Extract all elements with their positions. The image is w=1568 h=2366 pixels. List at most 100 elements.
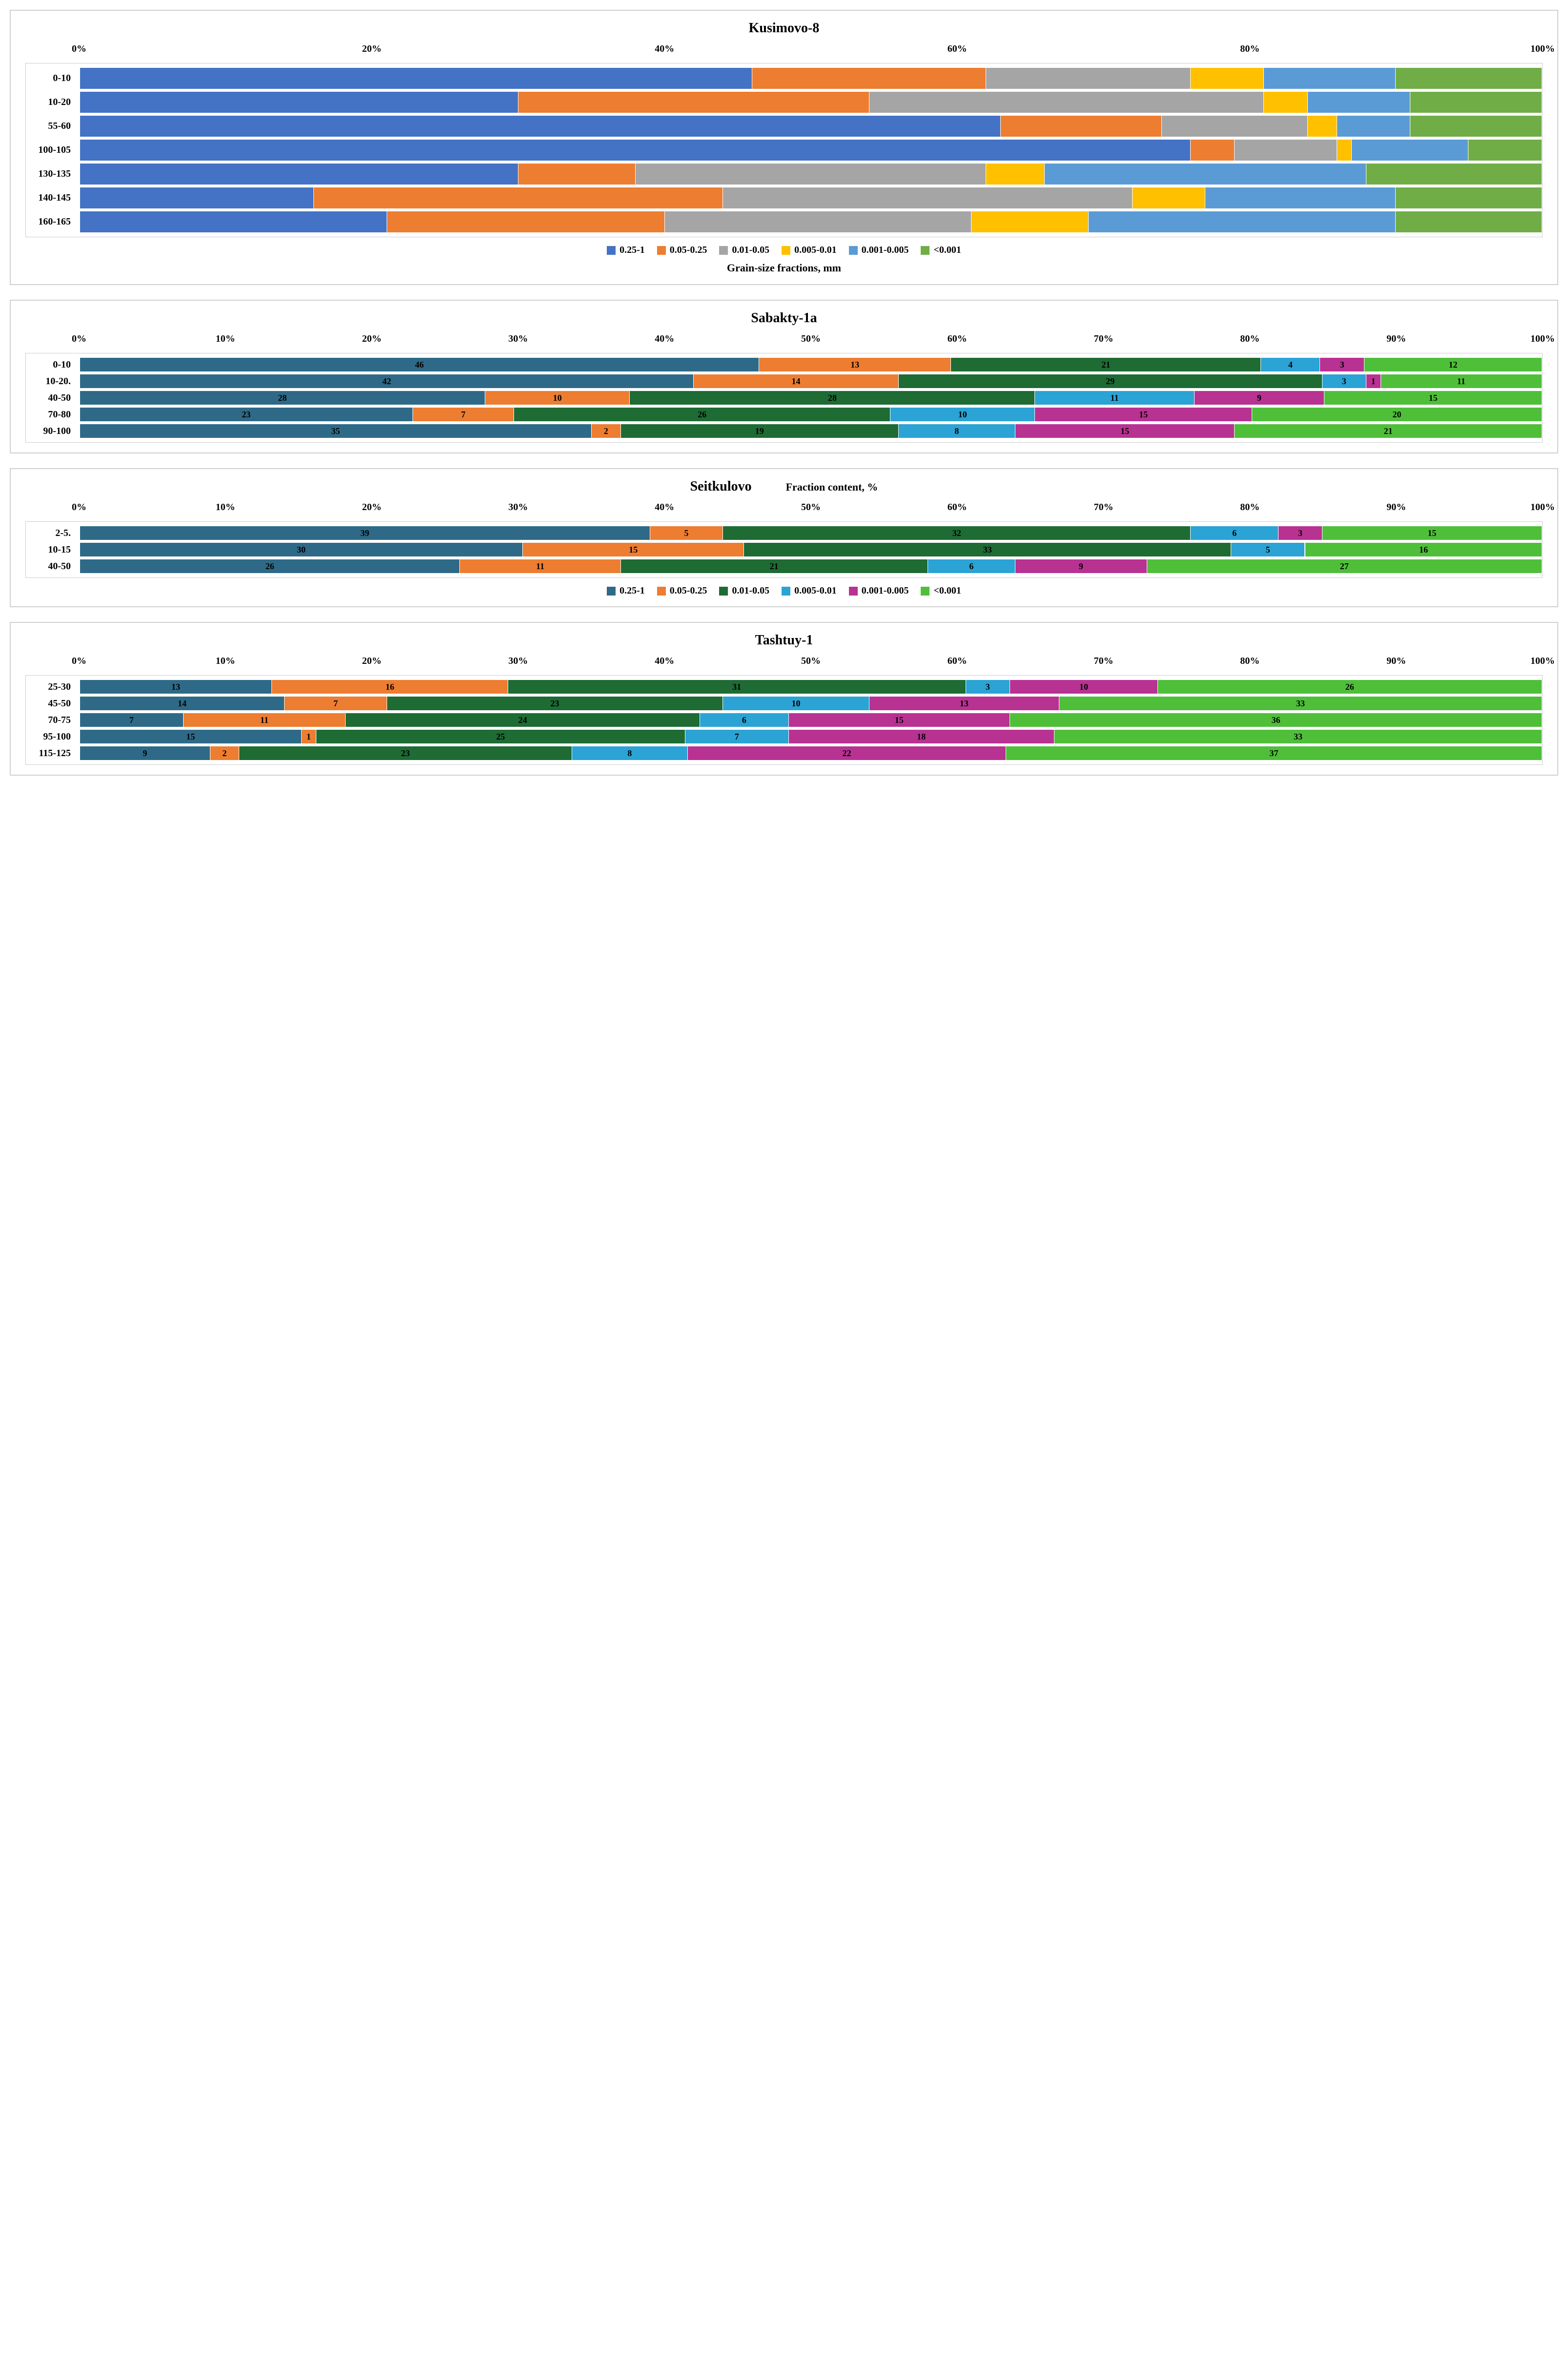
bar-row: 25-3013163131026 (26, 679, 1542, 694)
axis-tick: 30% (508, 502, 528, 513)
bar-label: 100-105 (26, 144, 80, 156)
bar-segment (1410, 92, 1542, 113)
bar-segment (1205, 187, 1395, 208)
bar-track (80, 163, 1542, 185)
legend-swatch (849, 246, 858, 255)
bar-segment: 22 (688, 746, 1006, 760)
bar-segment (986, 164, 1045, 185)
bar-track: 395326315 (80, 526, 1542, 540)
bar-track: 4613214312 (80, 357, 1542, 372)
legend-item: 0.05-0.25 (657, 585, 707, 597)
bar-segment: 15 (1324, 391, 1542, 405)
legend-swatch (921, 246, 929, 255)
bar-segment: 15 (789, 713, 1011, 727)
bars-area: 2-5.39532631510-1530153351640-5026112169… (25, 521, 1543, 578)
bar-track (80, 67, 1542, 89)
axis-tick: 40% (655, 656, 674, 667)
axis-tick: 20% (362, 43, 382, 55)
bar-segment (1235, 140, 1337, 161)
bar-segment: 3 (1322, 374, 1366, 388)
chart-panel-tashtuy: Tashtuy-10%10%20%30%40%50%60%70%80%90%10… (10, 622, 1558, 776)
legend-item: 0.01-0.05 (719, 245, 769, 256)
legend-swatch (782, 587, 790, 596)
axis-tick: 0% (72, 502, 86, 513)
x-axis: 0%10%20%30%40%50%60%70%80%90%100% (79, 502, 1543, 516)
axis-tick: 10% (216, 656, 235, 667)
bar-segment: 3 (966, 680, 1011, 694)
legend-label: 0.25-1 (619, 585, 645, 597)
bar-segment: 3 (1279, 526, 1322, 540)
bar-track (80, 187, 1542, 209)
bar-row: 90-1003521981521 (26, 424, 1542, 438)
legend-item: <0.001 (921, 585, 961, 597)
bar-segment (1366, 164, 1542, 185)
bar-segment: 7 (685, 730, 789, 743)
bar-segment (1396, 211, 1542, 232)
bar-segment: 3 (1320, 358, 1364, 371)
bar-segment (1191, 140, 1235, 161)
bar-label: 140-145 (26, 192, 80, 204)
axis-tick: 70% (1094, 656, 1114, 667)
bar-segment: 33 (1054, 730, 1542, 743)
bar-segment (971, 211, 1089, 232)
bar-segment: 23 (80, 408, 413, 421)
y-spacer (25, 502, 79, 516)
bar-segment: 1 (302, 730, 316, 743)
axis-tick: 60% (948, 333, 967, 345)
axis-tick: 80% (1240, 333, 1259, 345)
bar-row: 10-20.4214293111 (26, 374, 1542, 389)
bar-segment: 14 (80, 697, 285, 710)
legend-block: 0.25-10.05-0.250.01-0.050.005-0.010.001-… (25, 585, 1543, 597)
legend-item: 0.05-0.25 (657, 245, 707, 256)
bar-segment: 35 (80, 424, 592, 438)
axis-tick: 50% (801, 656, 821, 667)
bar-label: 40-50 (26, 392, 80, 404)
bar-segment: 2 (210, 746, 239, 760)
axis-tick: 100% (1530, 43, 1555, 55)
bar-row: 140-145 (26, 187, 1542, 209)
legend-label: 0.25-1 (619, 245, 645, 256)
bar-segment (1337, 140, 1352, 161)
bar-segment: 11 (460, 559, 620, 573)
axis-tick: 80% (1240, 43, 1259, 55)
bar-segment (518, 92, 869, 113)
bar-segment: 10 (890, 408, 1035, 421)
bar-segment: 13 (80, 680, 272, 694)
bars-area: 25-301316313102645-501472310133370-75711… (25, 675, 1543, 765)
legend-label: 0.001-0.005 (862, 585, 909, 597)
axis-tick: 20% (362, 502, 382, 513)
legend-label: <0.001 (933, 585, 961, 597)
bar-segment (1191, 68, 1264, 89)
bar-segment: 11 (1035, 391, 1194, 405)
axis-tick: 0% (72, 656, 86, 667)
bar-row: 115-125922382237 (26, 746, 1542, 761)
bar-segment: 46 (80, 358, 759, 371)
bar-segment (1468, 140, 1542, 161)
axis-tick: 20% (362, 333, 382, 345)
bar-segment: 33 (1059, 697, 1542, 710)
chart-subtitle: Fraction content, % (786, 481, 878, 494)
bar-segment (1352, 140, 1469, 161)
bar-segment (1396, 187, 1542, 208)
x-axis: 0%10%20%30%40%50%60%70%80%90%100% (79, 333, 1543, 348)
axis-tick: 10% (216, 333, 235, 345)
bar-segment: 11 (184, 713, 346, 727)
legend-swatch (921, 587, 929, 596)
bar-segment: 6 (1191, 526, 1279, 540)
bar-label: 0-10 (26, 73, 80, 84)
bar-segment (1264, 92, 1308, 113)
legend-swatch (782, 246, 790, 255)
legend-label: 0.05-0.25 (670, 585, 707, 597)
axis-tick: 90% (1386, 333, 1406, 345)
bar-segment: 6 (928, 559, 1016, 573)
bar-segment: 28 (630, 391, 1035, 405)
legend-label: 0.01-0.05 (732, 245, 769, 256)
bar-segment (869, 92, 1264, 113)
bar-segment: 21 (1235, 424, 1542, 438)
chart-panel-sabakty: Sabakty-1a0%10%20%30%40%50%60%70%80%90%1… (10, 300, 1558, 453)
legend-item: 0.001-0.005 (849, 585, 909, 597)
bar-segment: 15 (80, 730, 302, 743)
axis-tick: 100% (1530, 502, 1555, 513)
bar-row: 40-5028102811915 (26, 391, 1542, 405)
legend-item: 0.25-1 (607, 245, 645, 256)
